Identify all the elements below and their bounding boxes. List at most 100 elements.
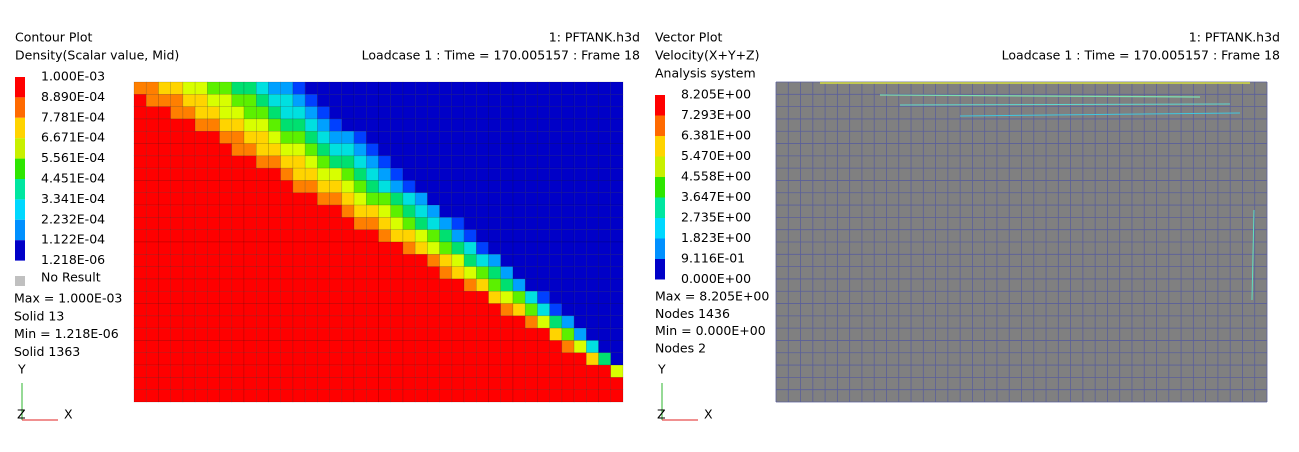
cell [439,290,453,304]
cell [573,241,587,255]
cell [524,266,538,280]
cell [219,192,233,206]
cell [512,81,526,95]
cell [598,327,612,341]
legend-label: 1.823E+00 [681,230,751,245]
cell [390,167,404,181]
cell [402,241,416,255]
cell [549,303,563,317]
cell [402,254,416,267]
stat: Nodes 2 [655,340,706,355]
legend-swatch [15,240,25,261]
cell [610,143,624,157]
cell [586,81,599,95]
cell [561,377,575,390]
cell [463,155,477,169]
legend-swatch [655,95,665,116]
cell [561,303,575,317]
cell [219,143,233,157]
cell [133,254,147,267]
cell [439,81,453,95]
cell [402,278,416,292]
cell [329,303,343,317]
cell [488,192,501,206]
cell [586,266,599,280]
cell [231,303,245,317]
cell [537,352,550,366]
cell [268,377,281,390]
cell [366,290,379,304]
cell [488,155,501,169]
cell [610,229,624,243]
cell [158,81,171,95]
cell [561,254,575,267]
cell [463,94,477,107]
cell [231,192,245,206]
cell [292,340,306,354]
cell [476,278,489,292]
cell [194,167,208,181]
cell [476,389,489,403]
cell [500,364,514,378]
cell [304,340,318,354]
cell [598,352,612,366]
cell [243,143,257,157]
cell [549,180,563,194]
legend-swatch [655,259,665,280]
cell [402,315,416,329]
cell [292,106,306,120]
cell [598,130,612,144]
cell [549,266,563,280]
cell [524,118,538,132]
cell [390,364,404,378]
cell [280,340,294,354]
cell [378,327,391,341]
cell [341,254,355,267]
cell [366,389,379,403]
cell [378,217,391,230]
cell [341,315,355,329]
cell [524,254,538,267]
cell [353,254,367,267]
cell [353,278,367,292]
cell [219,94,233,107]
axis-label: X [64,407,73,422]
cell [207,81,220,95]
cell [158,192,171,206]
cell [402,204,416,218]
cell [256,290,269,304]
cell [304,327,318,341]
cell [341,352,355,366]
cell [329,106,343,120]
axis-label: Z [657,407,666,422]
cell [537,81,550,95]
cell [537,377,550,390]
cell [182,180,196,194]
cell [561,192,575,206]
cell [586,327,599,341]
cell [414,389,428,403]
cell [610,81,624,95]
cell [512,155,526,169]
cell [610,204,624,218]
cell [561,241,575,255]
cell [402,389,416,403]
cell [561,352,575,366]
cell [182,229,196,243]
cell [390,106,404,120]
cell [573,204,587,218]
cell [158,94,171,107]
cell [451,241,465,255]
cell [573,130,587,144]
cell [292,167,306,181]
cell [524,167,538,181]
cell [133,290,147,304]
cell [292,352,306,366]
cell [476,118,489,132]
cell [280,241,294,255]
plot-title: Vector Plot [655,30,722,45]
cell [573,290,587,304]
cell [329,254,343,267]
cell [231,377,245,390]
cell [366,81,379,95]
